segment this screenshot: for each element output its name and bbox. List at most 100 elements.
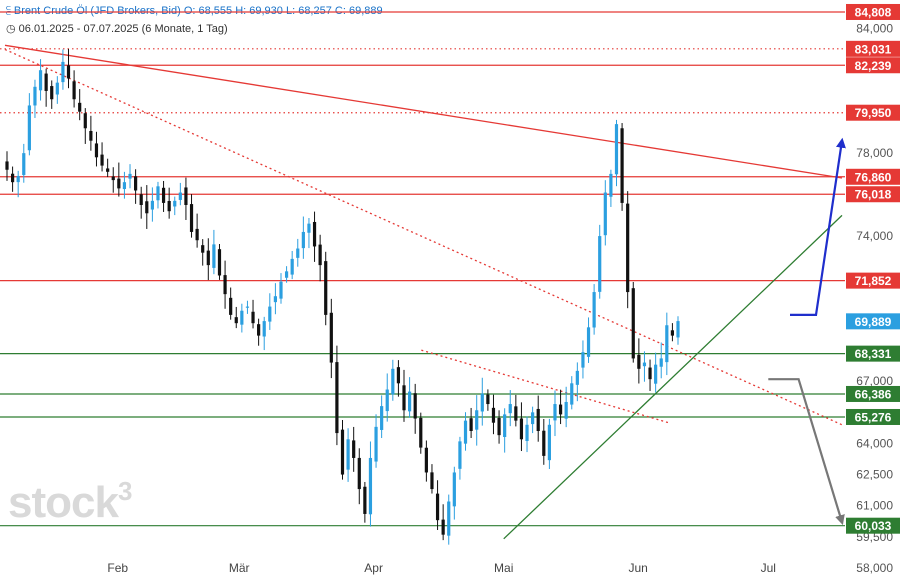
candle-body [78,102,82,112]
candle-body [447,501,451,536]
level-label-box [846,345,900,362]
x-tick-label: Mai [494,561,513,575]
projection-arrow [768,378,845,526]
candle-body [463,420,468,444]
candle-body [665,325,669,363]
level-label-box [846,272,900,289]
candle-body [89,130,93,141]
candle-body [195,228,199,241]
candle-body [352,440,356,458]
candle-body [626,203,630,293]
level-label-box [846,408,900,425]
candle-body [178,192,182,200]
candle-body [564,401,568,419]
candle-body [391,368,395,395]
logo-text: stock [8,478,119,527]
candle-body [581,352,585,368]
candle-body [503,414,507,438]
candle-body [536,408,540,431]
candle-body [654,364,658,384]
candle-body [396,367,401,384]
candle-body [441,519,445,535]
trendline [421,349,669,424]
candle-body [296,248,300,258]
candle-body [402,385,406,411]
trendline [4,48,843,426]
trendline [4,44,843,179]
clock-icon: ◷ [6,23,16,35]
candle-body [150,200,154,210]
candle-body [245,306,250,308]
candle-body [435,493,440,521]
candle-body [340,429,345,475]
candle-body [61,61,65,83]
level-label: 71,852 [855,274,892,288]
candle-body [318,244,322,266]
candle-body [257,324,261,336]
candle-body [329,312,333,363]
y-tick-label: 64,000 [856,436,893,450]
candle-body [189,204,194,232]
candle-body [357,457,361,490]
candle-body [229,297,233,315]
candle-body [301,231,305,249]
date-range: 06.01.2025 - 07.07.2025 [18,23,139,35]
candle-body [161,187,166,203]
candle-body [223,275,227,295]
chart-header-line2: ◷ 06.01.2025 - 07.07.2025 (6 Monate, 1 T… [6,22,228,35]
level-label: 68,331 [855,347,892,361]
x-tick-label: Feb [107,561,128,575]
candle-body [22,153,26,176]
ohlc-values: O: 68,555 H: 69,930 L: 68,257 C: 69,889 [183,5,383,17]
candle-body [553,404,557,421]
level-label-box [846,385,900,402]
level-label: 65,276 [855,410,892,424]
candle-body [156,186,160,201]
candle-body [598,236,602,292]
candle-body [72,81,76,100]
candle-body [659,358,663,367]
candle-body [374,426,378,462]
candle-body [234,317,238,324]
candle-body [469,418,473,431]
candle-body [307,223,311,233]
level-label: 84,808 [855,5,892,19]
instrument-name: Brent Crude Öl (JFD Brokers, Bid) [13,5,181,17]
candle-body [542,430,546,456]
candle-body [217,249,222,276]
candle-body [368,457,373,515]
y-tick-label: 61,000 [856,499,893,513]
candle-body [480,393,484,412]
candle-body [139,194,143,205]
candle-body [558,404,563,415]
candle-body [251,311,255,324]
candle-body [676,321,680,338]
level-label-box [846,104,900,121]
candle-body [419,417,423,448]
level-label-box [846,168,900,185]
level-label: 60,033 [855,519,892,533]
candle-body [452,472,456,507]
candle-body [145,201,149,214]
candle-body [335,362,339,434]
candlesticks [5,48,680,545]
level-label-box [846,313,900,330]
horizontal-levels [0,11,845,527]
candle-body [363,486,367,514]
candle-body [609,173,613,197]
candle-body [128,173,132,179]
candle-body [424,447,428,473]
candle-body [508,404,512,414]
level-label: 76,860 [855,170,892,184]
candle-body [637,354,641,369]
candle-body [547,424,551,461]
candle-body [83,113,87,129]
level-label-box [846,40,900,57]
candlestick-icon: ⫕ [6,5,11,17]
candle-body [279,281,283,299]
candle-body [268,306,272,322]
candle-body [167,200,171,212]
candle-body [94,143,99,158]
candle-body [66,65,71,79]
